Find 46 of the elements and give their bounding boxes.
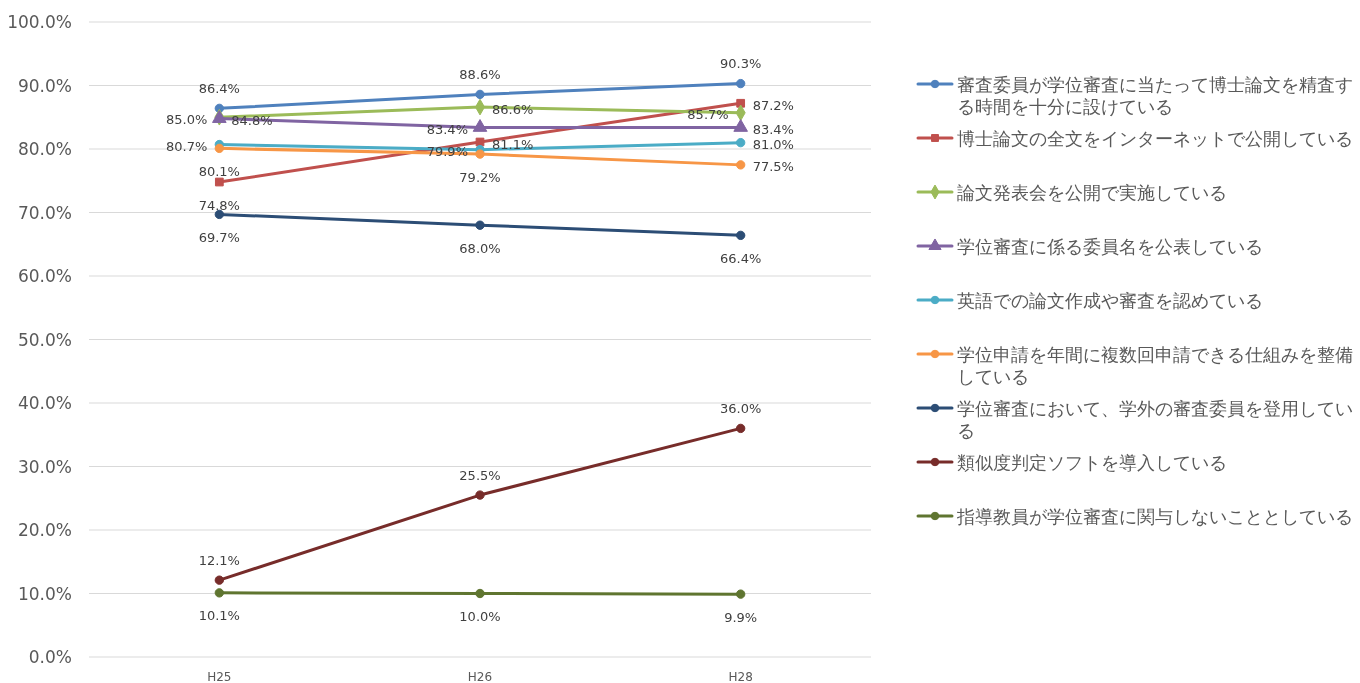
- data-label: 66.4%: [720, 250, 762, 266]
- data-label: 80.7%: [166, 139, 208, 155]
- data-label: 10.0%: [459, 609, 501, 624]
- x-tick-label: H25: [207, 670, 232, 683]
- data-label: 85.0%: [166, 111, 208, 127]
- data-label: 87.2%: [752, 97, 794, 113]
- data-label: 36.0%: [720, 400, 762, 416]
- y-tick-label: 20.0%: [17, 520, 72, 540]
- legend-label: 学位申請を年間に複数回申請できる仕組みを整備している: [957, 343, 1353, 387]
- data-label: 69.7%: [198, 229, 240, 245]
- y-tick-label: 0.0%: [28, 647, 72, 667]
- data-label: 74.8%: [198, 197, 240, 213]
- y-tick-label: 70.0%: [17, 202, 72, 223]
- legend-label: 学位審査において、学外の審査委員を登用している: [957, 397, 1353, 441]
- x-tick-label: H28: [728, 670, 753, 683]
- data-label: 90.3%: [720, 56, 762, 72]
- y-tick-label: 40.0%: [17, 393, 72, 413]
- legend-label: 学位審査に係る委員名を公表している: [957, 235, 1263, 257]
- y-tick-label: 100.0%: [7, 12, 72, 32]
- data-label: 81.0%: [752, 137, 794, 153]
- data-label: 86.4%: [198, 80, 240, 96]
- y-tick-label: 80.0%: [17, 139, 72, 159]
- y-tick-label: 10.0%: [17, 583, 72, 604]
- y-tick-label: 50.0%: [17, 329, 72, 350]
- data-label: 79.2%: [459, 169, 501, 185]
- y-tick-label: 90.0%: [17, 75, 72, 96]
- y-tick-label: 30.0%: [17, 456, 72, 477]
- data-label: 77.5%: [752, 159, 794, 175]
- legend-label: 審査委員が学位審査に当たって博士論文を精査する時間を十分に設けている: [957, 73, 1353, 117]
- data-label: 88.6%: [459, 66, 501, 82]
- x-tick-label: H26: [467, 670, 493, 683]
- data-label: 10.1%: [198, 608, 240, 624]
- data-label: 12.1%: [198, 552, 240, 568]
- data-label: 81.1%: [492, 136, 534, 152]
- legend-label: 論文発表会を公開で実施している: [957, 181, 1227, 203]
- data-label: 83.4%: [752, 121, 794, 137]
- legend-label: 指導教員が学位審査に関与しないこととしている: [956, 505, 1353, 527]
- legend-label: 博士論文の全文をインターネットで公開している: [957, 127, 1353, 149]
- legend-label: 類似度判定ソフトを導入している: [957, 451, 1227, 473]
- data-label: 25.5%: [459, 467, 501, 483]
- data-label: 68.0%: [459, 240, 501, 256]
- y-tick-label: 60.0%: [17, 266, 72, 286]
- data-label: 80.1%: [198, 163, 240, 179]
- data-label: 79.9%: [426, 144, 468, 160]
- legend-label: 英語での論文作成や審査を認めている: [957, 289, 1263, 311]
- data-label: 9.9%: [724, 609, 758, 625]
